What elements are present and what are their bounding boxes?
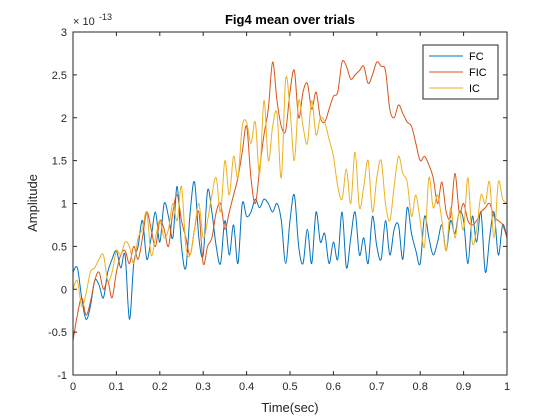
x-tick-label: 0.8 [413, 381, 428, 393]
x-tick-label: 0.7 [369, 381, 384, 393]
series-line-ic [72, 76, 508, 308]
y-tick-label: 0.5 [52, 241, 67, 253]
x-tick-label: 0.2 [152, 381, 167, 393]
x-tick-label: 0.9 [456, 381, 471, 393]
y-tick-label: 1 [61, 199, 67, 211]
x-tick-label: 0.3 [196, 381, 211, 393]
legend-label-fic: FIC [469, 67, 487, 79]
series-line-fc [72, 181, 508, 320]
x-tick-label: 0.6 [326, 381, 341, 393]
y-tick-label: 0 [61, 284, 67, 296]
legend: FC FIC IC [422, 44, 499, 100]
legend-label-ic: IC [469, 83, 480, 95]
y-axis-ticks: -1 -0.5 0 0.5 1 1.5 2 2.5 3 [48, 27, 507, 382]
y-tick-label: -0.5 [48, 327, 67, 339]
series-layer [72, 59, 508, 341]
y-tick-label: 3 [61, 27, 67, 39]
y-axis-label: Amplitude [25, 174, 40, 232]
y-tick-label: 1.5 [52, 156, 67, 168]
chart-title: Fig4 mean over trials [225, 12, 355, 27]
series-line-fic [72, 59, 508, 341]
x-axis-label: Time(sec) [261, 400, 318, 415]
legend-label-fc: FC [469, 51, 484, 63]
y-tick-label: 2 [61, 113, 67, 125]
x-tick-label: 0.4 [239, 381, 254, 393]
x-tick-label: 0 [70, 381, 76, 393]
x-tick-label: 1 [504, 381, 510, 393]
x-axis-ticks: 0 0.1 0.2 0.3 0.4 0.5 0.6 0.7 0.8 0.9 1 [70, 32, 510, 393]
y-tick-label: -1 [57, 370, 67, 382]
y-exponent-base: × 10 [73, 16, 95, 28]
y-exponent-power: -13 [99, 12, 112, 22]
y-exponent-label: × 10 -13 [73, 12, 112, 28]
x-tick-label: 0.5 [282, 381, 297, 393]
x-tick-label: 0.1 [109, 381, 124, 393]
y-tick-label: 2.5 [52, 70, 67, 82]
